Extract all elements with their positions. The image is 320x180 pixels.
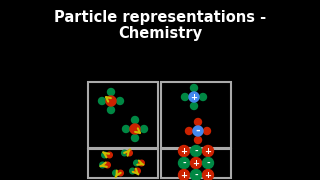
Text: -: - — [206, 159, 210, 168]
Circle shape — [132, 134, 139, 141]
Text: -: - — [194, 170, 198, 179]
Text: +: + — [180, 170, 188, 179]
Circle shape — [100, 162, 105, 168]
Circle shape — [199, 93, 206, 100]
Circle shape — [127, 150, 132, 156]
Circle shape — [179, 170, 189, 180]
Text: +: + — [193, 159, 199, 168]
Circle shape — [122, 150, 127, 156]
Circle shape — [135, 168, 140, 174]
Circle shape — [190, 158, 202, 168]
Circle shape — [190, 102, 197, 109]
Circle shape — [139, 160, 144, 166]
Text: +: + — [204, 170, 212, 179]
Text: +: + — [204, 147, 212, 156]
Circle shape — [108, 89, 115, 96]
Circle shape — [195, 118, 202, 125]
Text: Particle representations -: Particle representations - — [54, 10, 266, 25]
Circle shape — [105, 162, 110, 168]
Bar — [161, 149, 231, 178]
Circle shape — [190, 84, 197, 91]
Circle shape — [190, 170, 202, 180]
Circle shape — [189, 92, 199, 102]
Circle shape — [102, 152, 107, 158]
Text: +: + — [180, 147, 188, 156]
Bar — [88, 149, 158, 178]
Circle shape — [181, 93, 188, 100]
Circle shape — [107, 152, 112, 158]
Circle shape — [203, 170, 213, 180]
Circle shape — [179, 158, 189, 168]
Circle shape — [99, 98, 106, 105]
Circle shape — [108, 107, 115, 114]
Circle shape — [140, 125, 148, 132]
Circle shape — [123, 125, 130, 132]
Circle shape — [132, 116, 139, 123]
Circle shape — [190, 145, 202, 156]
Circle shape — [106, 96, 116, 106]
Circle shape — [134, 160, 139, 166]
Text: -: - — [182, 159, 186, 168]
Text: +: + — [190, 93, 197, 102]
Circle shape — [186, 127, 193, 134]
Circle shape — [193, 126, 203, 136]
Circle shape — [203, 145, 213, 156]
Circle shape — [118, 170, 123, 176]
Circle shape — [113, 170, 118, 176]
Text: -: - — [194, 147, 198, 156]
Circle shape — [130, 124, 140, 134]
Bar — [161, 82, 231, 148]
Bar — [88, 82, 158, 148]
Circle shape — [195, 136, 202, 143]
Text: Chemistry: Chemistry — [118, 26, 202, 41]
Circle shape — [203, 158, 213, 168]
Circle shape — [204, 127, 211, 134]
Circle shape — [179, 145, 189, 156]
Circle shape — [130, 168, 135, 174]
Text: -: - — [196, 126, 200, 136]
Circle shape — [116, 98, 124, 105]
